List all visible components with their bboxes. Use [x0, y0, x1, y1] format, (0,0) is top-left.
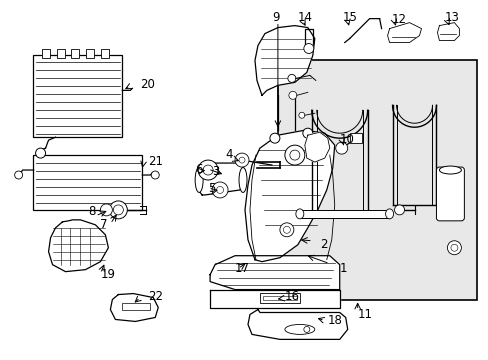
Polygon shape — [210, 289, 339, 307]
Ellipse shape — [439, 166, 461, 174]
Polygon shape — [304, 132, 329, 162]
Circle shape — [288, 91, 296, 99]
Circle shape — [109, 201, 127, 219]
FancyBboxPatch shape — [33, 55, 122, 137]
Circle shape — [15, 171, 22, 179]
Circle shape — [303, 44, 313, 54]
Circle shape — [335, 142, 347, 154]
Text: 2: 2 — [319, 238, 326, 251]
Circle shape — [447, 241, 461, 255]
Bar — [263, 296, 296, 300]
Bar — [349, 133, 361, 143]
Ellipse shape — [385, 209, 393, 219]
FancyBboxPatch shape — [33, 155, 142, 210]
Circle shape — [212, 182, 227, 198]
Circle shape — [235, 153, 248, 167]
Circle shape — [239, 157, 244, 163]
Circle shape — [298, 112, 304, 118]
Polygon shape — [247, 310, 347, 339]
Bar — [122, 302, 150, 310]
Text: 14: 14 — [297, 11, 312, 24]
Text: 21: 21 — [148, 155, 163, 168]
Polygon shape — [244, 130, 334, 262]
Circle shape — [100, 204, 112, 216]
Ellipse shape — [195, 167, 203, 193]
Circle shape — [279, 223, 293, 237]
Circle shape — [269, 133, 279, 143]
Polygon shape — [210, 256, 339, 289]
Text: 1: 1 — [339, 262, 346, 275]
Circle shape — [283, 226, 290, 233]
Text: 13: 13 — [444, 11, 458, 24]
Circle shape — [216, 186, 223, 193]
Text: 6: 6 — [195, 163, 202, 176]
Polygon shape — [437, 23, 458, 41]
Text: 3: 3 — [212, 165, 219, 178]
Circle shape — [151, 171, 159, 179]
Circle shape — [113, 205, 123, 215]
Circle shape — [394, 205, 404, 215]
Circle shape — [289, 150, 299, 160]
Circle shape — [302, 128, 312, 138]
Bar — [41, 49, 49, 58]
Text: 22: 22 — [148, 289, 163, 302]
Text: 8: 8 — [88, 205, 96, 218]
Polygon shape — [196, 163, 244, 195]
Bar — [260, 293, 299, 302]
Polygon shape — [254, 26, 314, 95]
Text: 4: 4 — [224, 148, 232, 161]
Text: 16: 16 — [285, 289, 299, 302]
Text: 9: 9 — [271, 11, 279, 24]
Text: 18: 18 — [327, 315, 342, 328]
Circle shape — [36, 148, 45, 158]
Bar — [277, 60, 476, 300]
Text: 10: 10 — [339, 133, 354, 146]
Text: 19: 19 — [100, 268, 115, 281]
Text: 12: 12 — [391, 13, 406, 26]
Ellipse shape — [239, 167, 246, 193]
Bar — [101, 49, 109, 58]
Bar — [57, 49, 64, 58]
Text: 17: 17 — [235, 262, 249, 275]
Bar — [299, 210, 389, 218]
Bar — [71, 49, 80, 58]
Polygon shape — [48, 220, 108, 272]
Ellipse shape — [295, 209, 303, 219]
Bar — [86, 49, 94, 58]
FancyBboxPatch shape — [436, 167, 464, 221]
Text: 7: 7 — [100, 218, 108, 231]
Text: 11: 11 — [357, 307, 372, 320]
Circle shape — [198, 160, 218, 180]
Circle shape — [303, 327, 309, 332]
Text: 15: 15 — [342, 11, 357, 24]
Circle shape — [203, 165, 213, 175]
Text: 20: 20 — [140, 78, 155, 91]
Circle shape — [285, 145, 304, 165]
Text: 5: 5 — [208, 182, 215, 195]
Polygon shape — [110, 293, 158, 321]
Polygon shape — [387, 23, 421, 42]
Circle shape — [287, 75, 295, 82]
Circle shape — [450, 244, 457, 251]
